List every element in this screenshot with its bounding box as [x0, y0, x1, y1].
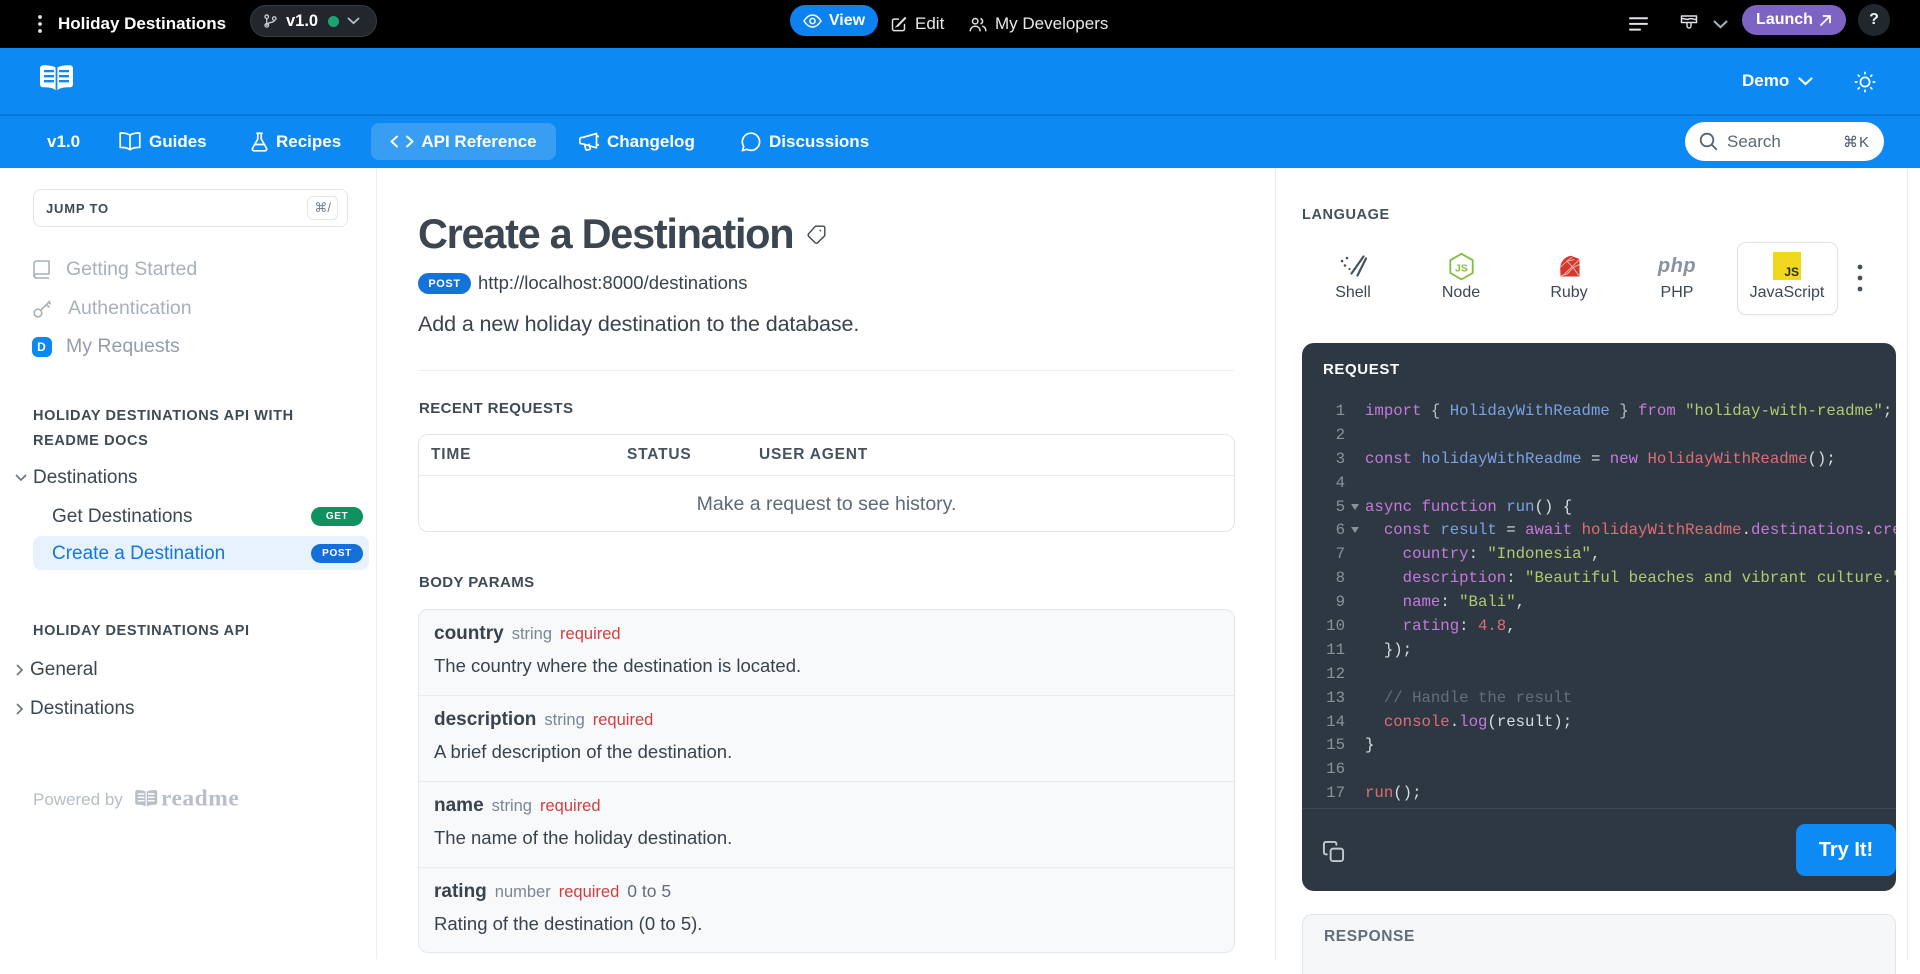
svg-text:readme: readme	[161, 788, 239, 812]
svg-text:JS: JS	[1455, 262, 1468, 274]
